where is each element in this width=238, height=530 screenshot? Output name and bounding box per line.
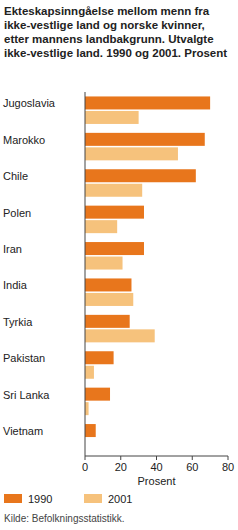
tick <box>85 456 86 460</box>
category-label: Jugoslavia <box>3 97 56 109</box>
bar <box>85 293 133 306</box>
bar <box>85 220 117 233</box>
tick-label: 40 <box>150 461 162 473</box>
category-label: Chile <box>3 170 28 182</box>
title: Ekteskapsinngåelse mellom menn fra ikke-… <box>4 4 232 60</box>
category-label: Sri Lanka <box>3 389 50 401</box>
source: Kilde: Befolkningsstatistikk. <box>4 513 125 524</box>
bar <box>85 111 139 124</box>
category-label: India <box>3 279 28 291</box>
category-label: Iran <box>3 243 22 255</box>
y-axis <box>85 92 86 456</box>
bar <box>85 147 178 160</box>
category-label: Marokko <box>3 134 45 146</box>
legend-label: 2001 <box>108 493 132 505</box>
bar <box>85 402 89 415</box>
bar <box>85 242 144 255</box>
bar <box>85 169 196 182</box>
legend-label: 1990 <box>28 493 52 505</box>
tick-label: 60 <box>186 461 198 473</box>
tick-label: 20 <box>115 461 127 473</box>
category-label: Pakistan <box>3 352 45 364</box>
tick <box>228 456 229 460</box>
tick <box>192 456 193 460</box>
bar <box>85 351 114 364</box>
bar <box>85 366 94 379</box>
legend-swatch <box>84 494 102 503</box>
bar <box>85 388 110 401</box>
axis-label: Prosent <box>138 475 176 487</box>
bar <box>85 206 144 219</box>
legend-swatch <box>4 494 22 503</box>
tick <box>156 456 157 460</box>
bar <box>85 257 123 270</box>
tick-label: 0 <box>82 461 88 473</box>
category-label: Vietnam <box>3 425 43 437</box>
bar <box>85 329 155 342</box>
tick <box>120 456 121 460</box>
category-label: Polen <box>3 207 31 219</box>
category-label: Tyrkia <box>3 316 33 328</box>
bar <box>85 278 131 291</box>
bar <box>85 184 142 197</box>
bar <box>85 133 205 146</box>
bar <box>85 96 210 109</box>
bars <box>85 96 210 437</box>
tick-label: 80 <box>222 461 234 473</box>
bar <box>85 424 96 437</box>
bar <box>85 315 130 328</box>
